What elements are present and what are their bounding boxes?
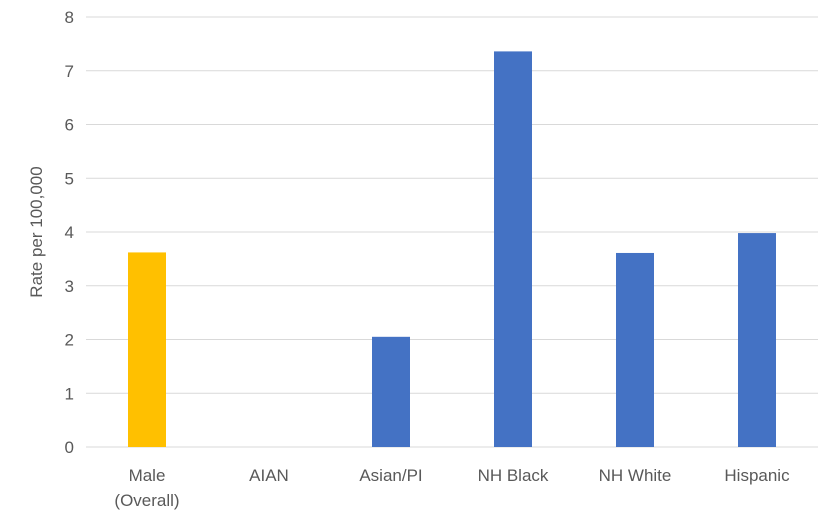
y-tick-label: 6 <box>65 116 74 135</box>
y-tick-label: 4 <box>65 223 74 242</box>
bar <box>494 51 532 448</box>
x-tick-label: NH Black <box>478 466 549 485</box>
y-tick-label: 5 <box>65 169 74 188</box>
y-axis-ticks: 0 1 2 3 4 5 6 7 8 <box>65 8 74 457</box>
x-tick-label: Hispanic <box>724 466 790 485</box>
x-tick-label: AIAN <box>249 466 289 485</box>
gridlines <box>86 16 818 448</box>
bar <box>616 252 654 447</box>
y-tick-label: 3 <box>65 277 74 296</box>
bar <box>372 336 410 447</box>
y-tick-label: 8 <box>65 8 74 27</box>
y-tick-label: 7 <box>65 62 74 81</box>
y-tick-label: 1 <box>65 384 74 403</box>
y-tick-label: 0 <box>65 438 74 457</box>
x-tick-label: NH White <box>599 466 672 485</box>
bar <box>128 252 166 447</box>
y-axis-title: Rate per 100,000 <box>27 166 46 297</box>
y-tick-label: 2 <box>65 331 74 350</box>
x-tick-label: Asian/PI <box>359 466 422 485</box>
x-axis-ticks: Male (Overall) AIAN Asian/PI NH Black NH Whit… <box>114 466 790 510</box>
bar <box>738 233 776 447</box>
x-tick-label: Male (Overall) <box>114 466 179 510</box>
bars <box>128 51 776 448</box>
